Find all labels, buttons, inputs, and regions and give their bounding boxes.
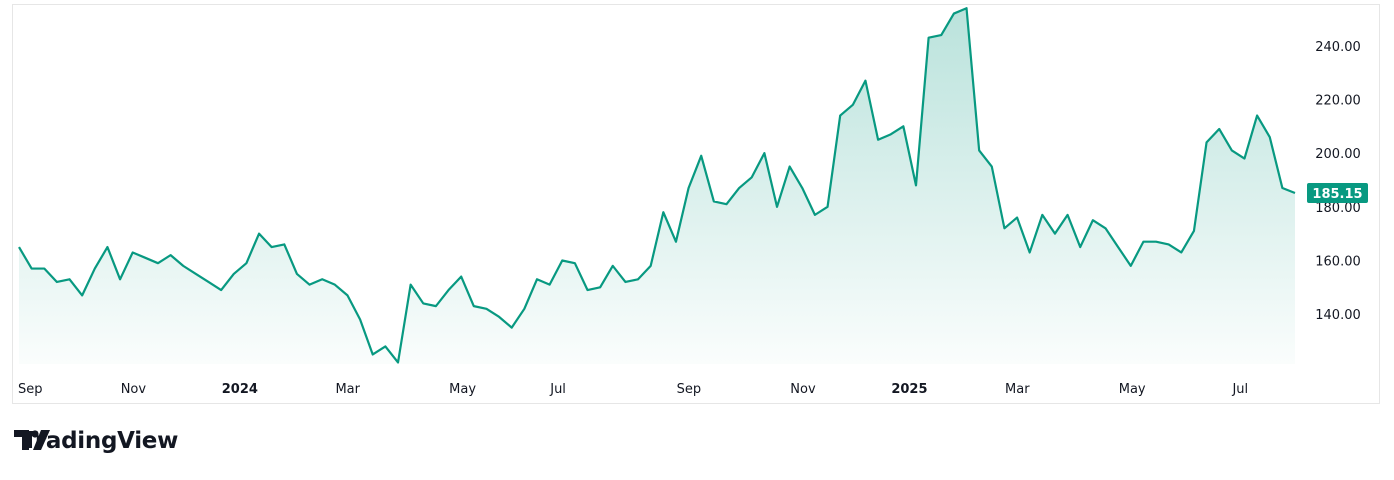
tradingview-logo-icon — [14, 430, 50, 450]
y-tick-label: 220.00 — [1315, 93, 1361, 108]
price-area-fill — [19, 8, 1295, 364]
x-tick-label: May — [1119, 382, 1146, 397]
y-tick-label: 240.00 — [1315, 40, 1361, 55]
x-tick-label: Sep — [677, 382, 702, 397]
y-tick-label: 160.00 — [1315, 255, 1361, 270]
y-tick-label: 180.00 — [1315, 201, 1361, 216]
last-price-tag: 185.15 — [1307, 182, 1368, 203]
last-price-tag-bg — [1307, 182, 1368, 203]
price-line[interactable] — [18, 7, 1296, 364]
x-tick-label: Sep — [18, 382, 43, 397]
x-tick-label: Jul — [549, 382, 566, 397]
x-tick-label: Mar — [335, 382, 360, 397]
x-tick-label: Nov — [790, 382, 816, 397]
x-tick-label: Jul — [1231, 382, 1248, 397]
y-tick-label: 140.00 — [1315, 308, 1361, 323]
y-axis: 140.00 160.00 180.00 200.00 220.00 240.00 — [1315, 40, 1361, 323]
x-tick-label: May — [449, 382, 476, 397]
x-axis: Sep Nov 2024 Mar May Jul Sep Nov 2025 Mar May Jul — [18, 382, 1248, 397]
chart-frame — [12, 4, 1380, 404]
last-price-label: 185.15 — [1312, 187, 1362, 202]
x-tick-label: 2024 — [222, 382, 258, 397]
price-chart[interactable]: Sep Nov 2024 Mar May Jul Sep Nov 2025 Mar May Jul 1… — [0, 0, 1394, 420]
y-tick-label: 200.00 — [1315, 147, 1361, 162]
x-tick-label: Nov — [121, 382, 147, 397]
x-tick-label: Mar — [1005, 382, 1030, 397]
brand[interactable]: TradingView — [14, 428, 178, 454]
x-tick-label: 2025 — [891, 382, 927, 397]
